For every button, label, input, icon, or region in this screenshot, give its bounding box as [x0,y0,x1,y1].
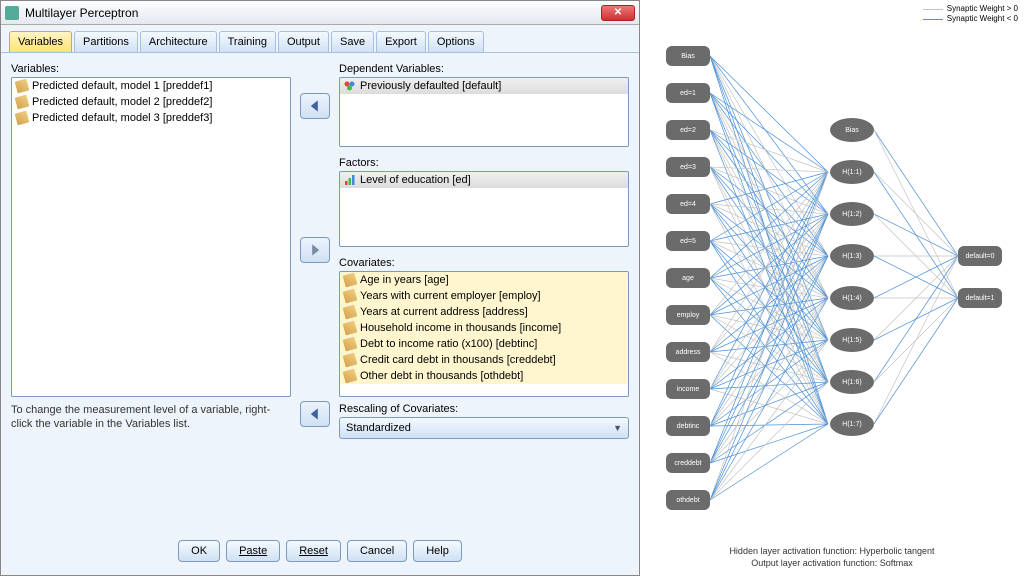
rescale-label: Rescaling of Covariates: [339,403,629,415]
ordinal-icon [344,174,356,186]
scale-icon [15,95,30,110]
covariates-label: Covariates: [339,257,629,269]
factors-label: Factors: [339,157,629,169]
legend: Synaptic Weight > 0 Synaptic Weight < 0 [923,4,1018,25]
list-item[interactable]: Age in years [age] [340,272,628,288]
list-item[interactable]: Previously defaulted [default] [340,78,628,94]
svg-text:othdebt: othdebt [676,497,699,504]
tabbar: VariablesPartitionsArchitectureTrainingO… [1,25,639,53]
dependent-listbox[interactable]: Previously defaulted [default] [339,77,629,147]
list-item[interactable]: Credit card debt in thousands [creddebt] [340,352,628,368]
close-button[interactable]: ✕ [601,5,635,21]
tab-variables[interactable]: Variables [9,31,72,52]
nominal-icon [344,80,356,92]
svg-text:creddebt: creddebt [674,460,701,467]
list-item[interactable]: Predicted default, model 3 [preddef3] [12,110,290,126]
tab-output[interactable]: Output [278,31,329,52]
window-title: Multilayer Perceptron [25,6,138,20]
scale-icon [343,321,358,336]
tab-partitions[interactable]: Partitions [74,31,138,52]
dependent-label: Dependent Variables: [339,63,629,75]
svg-text:age: age [682,275,694,282]
scale-icon [343,289,358,304]
variables-label: Variables: [11,63,291,75]
titlebar: Multilayer Perceptron ✕ [1,1,639,25]
tab-export[interactable]: Export [376,31,426,52]
svg-text:address: address [676,349,701,356]
svg-text:ed=5: ed=5 [680,238,696,245]
hint-text: To change the measurement level of a var… [11,403,271,432]
list-item[interactable]: Level of education [ed] [340,172,628,188]
svg-text:ed=3: ed=3 [680,164,696,171]
move-to-covariates-button[interactable] [300,401,330,427]
activation-caption: Hidden layer activation function: Hyperb… [640,545,1024,570]
svg-text:Bias: Bias [681,53,695,60]
button-bar: OK Paste Reset Cancel Help [1,535,639,575]
tab-architecture[interactable]: Architecture [140,31,217,52]
svg-text:H(1:3): H(1:3) [842,253,861,260]
list-item[interactable]: Predicted default, model 2 [preddef2] [12,94,290,110]
scale-icon [343,353,358,368]
paste-button[interactable]: Paste [226,540,280,562]
covariates-listbox[interactable]: Age in years [age]Years with current emp… [339,271,629,397]
network-diagram-panel: Synaptic Weight > 0 Synaptic Weight < 0 … [640,0,1024,576]
tab-save[interactable]: Save [331,31,374,52]
svg-text:H(1:5): H(1:5) [842,337,861,344]
scale-icon [343,337,358,352]
chevron-down-icon: ▼ [613,423,622,433]
reset-button[interactable]: Reset [286,540,341,562]
svg-text:H(1:4): H(1:4) [842,295,861,302]
svg-text:employ: employ [677,312,700,319]
list-item[interactable]: Other debt in thousands [othdebt] [340,368,628,384]
dialog-content: Variables: Predicted default, model 1 [p… [1,53,639,535]
list-item[interactable]: Years with current employer [employ] [340,288,628,304]
scale-icon [343,273,358,288]
rescale-dropdown[interactable]: Standardized ▼ [339,417,629,439]
tab-training[interactable]: Training [219,31,276,52]
list-item[interactable]: Debt to income ratio (x100) [debtinc] [340,336,628,352]
factors-listbox[interactable]: Level of education [ed] [339,171,629,247]
list-item[interactable]: Household income in thousands [income] [340,320,628,336]
network-svg: Bias ed=1 ed=2 ed=3 ed=4 ed=5 age employ address… [640,0,1024,576]
list-item[interactable]: Years at current address [address] [340,304,628,320]
mlp-dialog: Multilayer Perceptron ✕ VariablesPartiti… [0,0,640,576]
scale-icon [15,111,30,126]
svg-text:H(1:2): H(1:2) [842,211,861,218]
variables-listbox[interactable]: Predicted default, model 1 [preddef1]Pre… [11,77,291,397]
svg-text:ed=4: ed=4 [680,201,696,208]
svg-text:ed=1: ed=1 [680,90,696,97]
svg-text:default=0: default=0 [966,253,995,260]
scale-icon [15,79,30,94]
svg-text:ed=2: ed=2 [680,127,696,134]
list-item[interactable]: Predicted default, model 1 [preddef1] [12,78,290,94]
scale-icon [343,369,358,384]
ok-button[interactable]: OK [178,540,220,562]
move-to-dependent-button[interactable] [300,93,330,119]
svg-text:debtinc: debtinc [677,423,700,430]
scale-icon [343,305,358,320]
cancel-button[interactable]: Cancel [347,540,407,562]
app-icon [5,6,19,20]
svg-text:income: income [677,386,700,393]
tab-options[interactable]: Options [428,31,484,52]
svg-text:H(1:7): H(1:7) [842,421,861,428]
rescale-value: Standardized [346,422,411,434]
svg-text:default=1: default=1 [966,295,995,302]
help-button[interactable]: Help [413,540,462,562]
svg-text:Bias: Bias [845,127,859,134]
svg-text:H(1:1): H(1:1) [842,169,861,176]
svg-text:H(1:6): H(1:6) [842,379,861,386]
move-to-factors-button[interactable] [300,237,330,263]
